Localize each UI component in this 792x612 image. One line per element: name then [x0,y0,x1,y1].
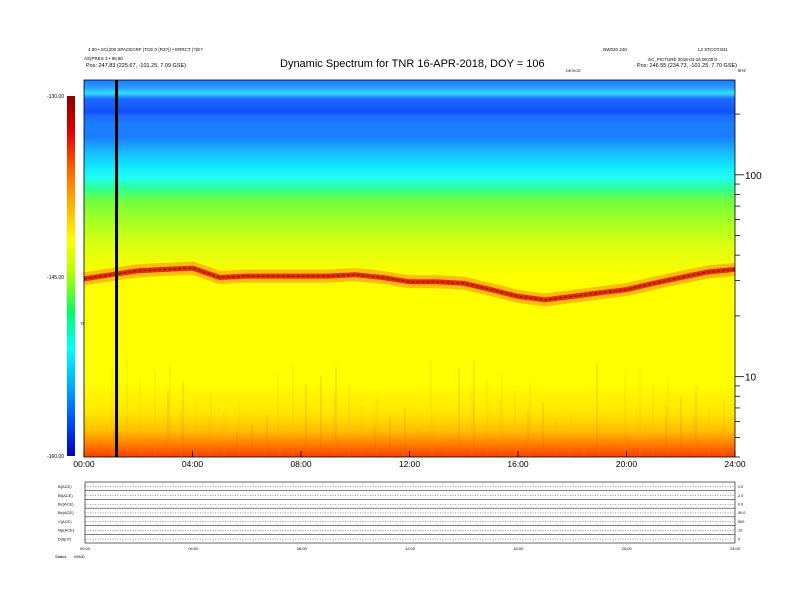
x-axis-ticks: 00:00 04:00 08:00 12:00 16:00 20:00 24:00 [73,451,746,469]
x-tick-label: 24:00 [724,459,746,469]
y-axis-ticks: 10 100 [735,113,762,458]
x-tick-label: 20:00 [616,459,638,469]
bottom-panels: B(ACE) 2.0 Bt(ACE) 2.0 Bz(ACE) 0.0 Bx(ACE) 50.0… [55,481,745,559]
colorbar-tick-top: -130.00 [47,94,64,100]
header-left-line1: 4.00 • SC(200 SPACECRF (TCE 0 (R3?)) • E… [88,47,203,52]
bottom-x-tick-label: 04:00 [188,546,199,551]
bottom-panel-label: Bz(ACE) [58,502,74,507]
chart-title: Dynamic Spectrum for TNR 16-APR-2018, DO… [280,58,545,70]
kHz-corner-label: kHz [738,68,746,73]
header-right-line2: SC_PICTURE 2018-04-16 00:00:0 [648,57,718,62]
bottom-panel-right-tick: 2.0 [738,494,743,498]
bottom-panel-right-tick: 0 [738,537,740,541]
x-tick-label: 00:00 [73,459,95,469]
vertical-streaks [83,358,725,457]
x-tick-label: 08:00 [290,459,312,469]
status-label: Status [55,554,66,559]
bottom-x-tick-label: 16:00 [513,546,524,551]
header-left-line3: Pos: 247.83 (225.67, -101.25, 7.09 GSE) [86,63,186,69]
x-tick-label: 12:00 [399,459,421,469]
y-tick-label: 10 [745,373,757,384]
bottom-x-tick-label: 08:00 [297,546,308,551]
bottom-panel-label: Bt(ACE) [58,493,73,498]
spectrogram-panel: 00:00 04:00 08:00 12:00 16:00 20:00 24:00 1010… [73,79,762,469]
bottom-panel-right-tick: 2.0 [738,485,743,489]
x-tick-label: 16:00 [507,459,529,469]
header-right-line1a: NW020.240 [603,47,627,52]
bottom-panel-label: B(ACE) [58,484,72,489]
bottom-panels-frame [84,481,736,544]
colorbar-tick-mid: -145.00 [47,275,64,281]
bottom-panel-label: V(ACE) [58,519,72,524]
bottom-panel-right-tick: 0.0 [738,503,743,507]
header-right-line3: Pos: 246.55 (234.73, -101.25, 7.70 GSE) [637,63,737,69]
bottom-x-tick-label: 00:00 [80,546,91,551]
colorbar-tick-bottom: -160.00 [47,454,64,460]
bottom-panel-label: Np(ACE) [58,528,75,533]
emission-ridge-core [83,267,736,301]
bottom-panel-label: Dst(nT) [58,536,72,541]
x-tick-label: 04:00 [182,459,204,469]
header-right-line1b: L2 STCOT.841 [698,47,728,52]
header-left-line2: AS(PRES 3 • 95.80 [84,56,123,61]
colorbar: -130.00 -145.00 -160.00 TNR [47,94,88,460]
bottom-panel-label: Bx(ACE) [58,510,74,515]
y-tick-label: 100 [745,171,762,182]
bottom-x-tick-label: 24:00 [730,546,741,551]
status-value: WIND [74,554,85,559]
bottom-x-tick-label: 12:00 [405,546,416,551]
colorbar-fill [67,96,75,456]
bottom-panel-right-tick: 10 [738,529,742,533]
header-center-small: DEVICE [566,68,581,73]
bottom-x-tick-label: 20:00 [622,546,633,551]
bottom-panel-right-tick: 50.0 [738,511,745,515]
bottom-panel-right-tick: 500 [738,520,744,524]
